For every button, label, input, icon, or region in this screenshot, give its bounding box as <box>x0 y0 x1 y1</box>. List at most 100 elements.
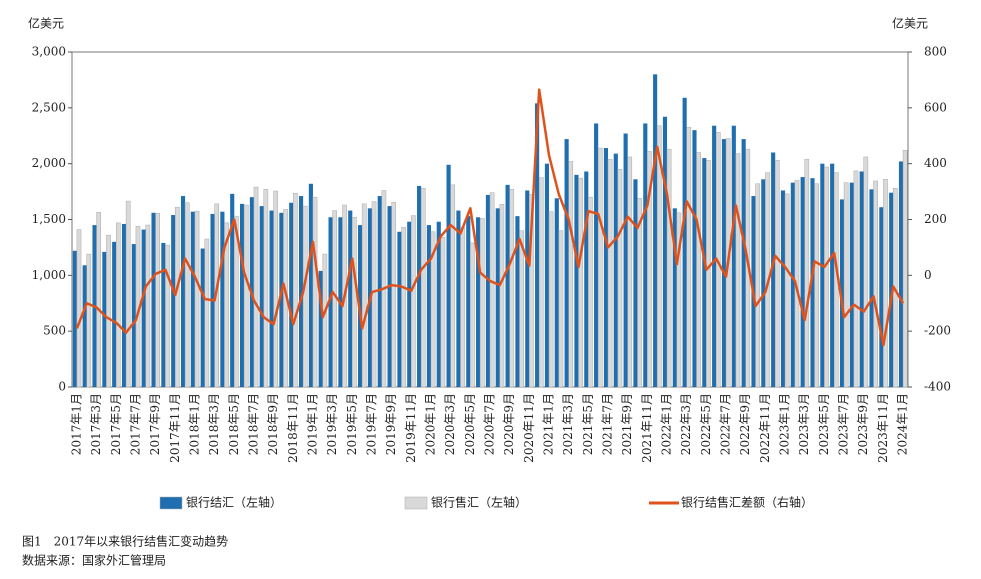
x-tick-label: 2021年3月 <box>561 393 575 455</box>
bar <box>312 196 318 388</box>
x-tick-label: 2018年9月 <box>266 393 280 455</box>
x-tick-label: 2019年1月 <box>305 393 319 455</box>
bar <box>253 186 259 388</box>
bar <box>741 139 746 387</box>
y2-tick-label: -400 <box>924 380 951 394</box>
bar <box>224 222 229 388</box>
bar <box>348 210 353 387</box>
bar <box>633 179 638 387</box>
bar <box>430 231 436 388</box>
bar <box>470 242 475 388</box>
caption: 图1 2017年以来银行结售汇变动趋势 <box>22 534 228 549</box>
x-tick-label: 2019年11月 <box>404 393 418 463</box>
bar <box>417 186 422 387</box>
bar <box>761 179 766 387</box>
y2-tick-label: 800 <box>924 45 947 59</box>
bar <box>180 196 186 387</box>
bar <box>824 166 829 388</box>
bar <box>662 116 668 388</box>
bar <box>82 265 87 387</box>
bar <box>361 203 367 388</box>
bar <box>656 125 662 388</box>
bar <box>578 177 583 388</box>
x-tick-label: 2017年11月 <box>168 393 182 463</box>
bar <box>230 193 235 387</box>
x-tick-label: 2022年1月 <box>660 393 674 455</box>
bar <box>902 150 908 388</box>
bar <box>859 171 864 387</box>
bar <box>106 234 111 388</box>
bar <box>853 170 859 388</box>
x-tick-label: 2020年1月 <box>423 393 437 455</box>
bar <box>839 199 845 387</box>
bar <box>322 253 328 388</box>
y2-tick-label: 200 <box>924 212 947 226</box>
bar <box>151 212 156 387</box>
bar <box>131 244 136 387</box>
y-tick-label: 1,000 <box>32 268 66 282</box>
bar <box>289 202 294 387</box>
bar <box>672 208 677 387</box>
bar <box>706 160 711 388</box>
bar <box>637 198 642 388</box>
bar <box>397 231 402 387</box>
y-tick-label: 2,000 <box>32 156 66 170</box>
bar <box>436 221 441 387</box>
line <box>75 88 905 347</box>
bar <box>234 215 239 388</box>
bar <box>420 187 426 388</box>
bar <box>76 229 82 388</box>
y2-tick-label: 400 <box>924 156 947 170</box>
x-tick-label: 2017年3月 <box>89 393 103 455</box>
bar <box>328 217 333 387</box>
bar <box>879 207 884 387</box>
bar <box>377 196 382 387</box>
x-tick-label: 2023年11月 <box>876 393 890 463</box>
bar <box>302 205 308 388</box>
x-tick-label: 2022年9月 <box>738 393 752 455</box>
x-tick-label: 2024年1月 <box>896 393 910 455</box>
x-tick-label: 2021年5月 <box>581 393 595 455</box>
bar <box>771 152 776 387</box>
x-tick-label: 2017年5月 <box>109 393 123 455</box>
bar <box>96 211 101 388</box>
y-tick-label: 2,500 <box>32 100 66 114</box>
x-tick-label: 2020年9月 <box>502 393 516 455</box>
x-tick-label: 2019年9月 <box>384 393 398 455</box>
bar <box>647 151 652 388</box>
bar <box>116 222 121 388</box>
x-tick-label: 2020年11月 <box>522 393 536 463</box>
bar <box>499 204 505 388</box>
bar <box>525 190 530 387</box>
bar <box>308 183 313 387</box>
x-tick-label: 2018年3月 <box>207 393 221 455</box>
bar <box>387 206 392 387</box>
bar <box>112 241 117 387</box>
bar <box>735 153 741 388</box>
bar <box>171 215 176 387</box>
bar <box>190 211 195 387</box>
bar <box>440 237 446 388</box>
x-tick-label: 2019年3月 <box>325 393 339 455</box>
bar <box>489 192 495 388</box>
bar <box>220 211 225 387</box>
x-tick-label: 2018年5月 <box>227 393 241 455</box>
bar <box>200 248 205 387</box>
bar <box>535 103 540 387</box>
x-tick-label: 2018年7月 <box>246 393 260 455</box>
y2-tick-label: -200 <box>924 324 951 338</box>
bar <box>869 189 874 387</box>
x-tick-label: 2020年3月 <box>443 393 457 455</box>
y-axis-label: 亿美元 <box>28 16 64 31</box>
bar <box>588 196 593 388</box>
bar <box>243 204 249 388</box>
bar <box>755 183 760 388</box>
y2-tick-label: 600 <box>924 100 947 114</box>
bar <box>820 163 825 387</box>
bar <box>774 160 780 388</box>
bar <box>401 227 406 388</box>
x-tick-label: 2022年11月 <box>758 393 772 463</box>
bar <box>712 125 717 387</box>
bar <box>692 130 697 387</box>
y-tick-label: 1,500 <box>32 212 66 226</box>
